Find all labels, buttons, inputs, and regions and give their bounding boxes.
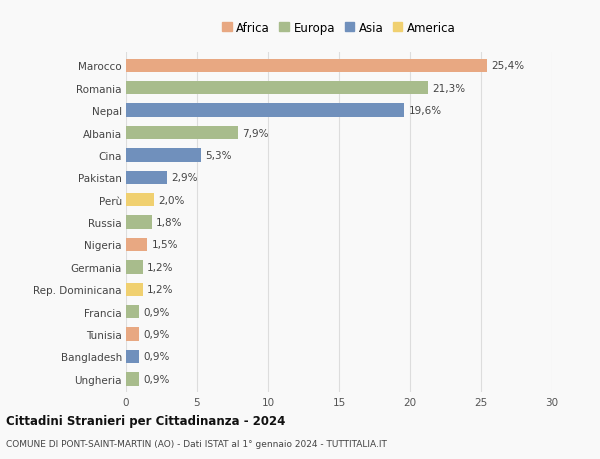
Bar — [126, 60, 487, 73]
Text: 2,9%: 2,9% — [172, 173, 198, 183]
Bar — [126, 127, 238, 140]
Text: 25,4%: 25,4% — [491, 61, 524, 71]
Text: 1,5%: 1,5% — [152, 240, 178, 250]
Text: Cittadini Stranieri per Cittadinanza - 2024: Cittadini Stranieri per Cittadinanza - 2… — [6, 414, 286, 428]
Text: 0,9%: 0,9% — [143, 352, 169, 362]
Bar — [126, 350, 139, 364]
Bar — [126, 238, 148, 252]
Bar — [126, 328, 139, 341]
Text: 0,9%: 0,9% — [143, 330, 169, 339]
Text: COMUNE DI PONT-SAINT-MARTIN (AO) - Dati ISTAT al 1° gennaio 2024 - TUTTITALIA.IT: COMUNE DI PONT-SAINT-MARTIN (AO) - Dati … — [6, 439, 387, 448]
Text: 2,0%: 2,0% — [158, 195, 185, 205]
Text: 0,9%: 0,9% — [143, 307, 169, 317]
Bar — [126, 372, 139, 386]
Legend: Africa, Europa, Asia, America: Africa, Europa, Asia, America — [220, 20, 458, 37]
Text: 19,6%: 19,6% — [409, 106, 442, 116]
Text: 7,9%: 7,9% — [242, 128, 269, 138]
Bar — [126, 149, 201, 162]
Text: 21,3%: 21,3% — [433, 84, 466, 94]
Bar — [126, 82, 428, 95]
Bar — [126, 305, 139, 319]
Text: 5,3%: 5,3% — [206, 151, 232, 161]
Bar — [126, 104, 404, 118]
Text: 0,9%: 0,9% — [143, 374, 169, 384]
Bar — [126, 261, 143, 274]
Bar — [126, 194, 154, 207]
Text: 1,2%: 1,2% — [148, 262, 174, 272]
Bar — [126, 171, 167, 185]
Bar — [126, 216, 152, 230]
Text: 1,8%: 1,8% — [156, 218, 182, 228]
Bar — [126, 283, 143, 297]
Text: 1,2%: 1,2% — [148, 285, 174, 295]
